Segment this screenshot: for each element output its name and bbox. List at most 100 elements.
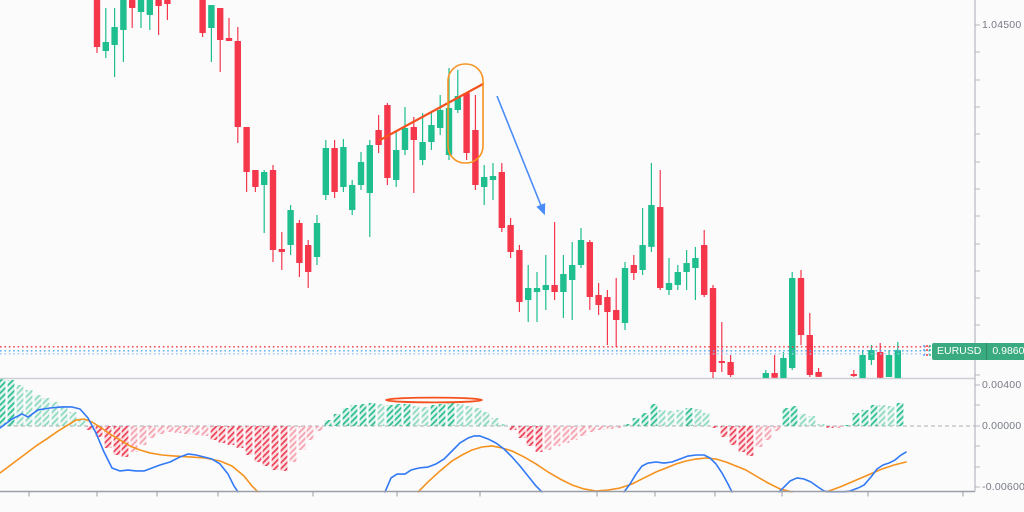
capsule-annotation[interactable] bbox=[447, 63, 484, 164]
hist-bar bbox=[60, 406, 68, 426]
candle-body bbox=[683, 263, 690, 273]
hist-bar bbox=[597, 426, 605, 431]
candle-body bbox=[164, 0, 171, 4]
candle-body bbox=[815, 372, 822, 377]
bottom-gutter bbox=[0, 492, 1024, 512]
hist-bar bbox=[887, 406, 895, 426]
hist-bar bbox=[192, 426, 200, 435]
hist-bar bbox=[271, 426, 279, 471]
candle-body bbox=[621, 267, 629, 323]
candle-body bbox=[604, 297, 611, 313]
candle-body bbox=[340, 147, 347, 188]
hist-bar bbox=[403, 403, 411, 426]
hist-bar bbox=[78, 420, 86, 426]
hist-bar bbox=[632, 417, 640, 426]
hist-bar bbox=[623, 424, 631, 426]
candle-body bbox=[445, 108, 453, 155]
candle-body bbox=[93, 0, 101, 47]
candle-body bbox=[665, 283, 673, 290]
candle-body bbox=[525, 288, 532, 301]
hist-bar bbox=[535, 426, 543, 453]
indicator-axis-label-top[interactable]: 0.00400 bbox=[982, 379, 1022, 391]
candle-body bbox=[595, 295, 602, 306]
hist-bar bbox=[650, 403, 658, 426]
candle-body bbox=[366, 144, 373, 193]
candle-body bbox=[657, 207, 664, 289]
candle-body bbox=[225, 37, 233, 41]
candle-body bbox=[630, 265, 637, 274]
candle-body bbox=[771, 373, 778, 378]
hist-bar bbox=[641, 413, 649, 426]
hist-bar bbox=[808, 416, 816, 426]
hist-bar bbox=[588, 426, 596, 432]
hist-bar bbox=[386, 405, 394, 426]
hist-bar bbox=[227, 426, 235, 446]
hist-bar bbox=[755, 426, 763, 447]
candle-body bbox=[261, 172, 268, 186]
hist-bar bbox=[834, 426, 842, 428]
hist-bar bbox=[315, 426, 323, 432]
candle-body bbox=[551, 284, 558, 292]
hist-bar bbox=[0, 377, 6, 426]
candle-body bbox=[199, 0, 206, 33]
hist-bar bbox=[861, 409, 869, 426]
candle-body bbox=[507, 225, 514, 252]
candle-body bbox=[437, 109, 444, 128]
hist-bar bbox=[579, 426, 587, 436]
candle-body bbox=[278, 249, 285, 253]
candle-body bbox=[401, 128, 409, 151]
candle-body bbox=[305, 244, 312, 272]
hist-bar bbox=[324, 420, 332, 426]
hist-bar bbox=[773, 426, 781, 432]
candle-body bbox=[586, 242, 593, 297]
hist-bar bbox=[236, 426, 244, 449]
indicator-axis-label-zero[interactable]: 0.00000 bbox=[982, 420, 1022, 432]
trendline-annotation[interactable] bbox=[378, 82, 485, 142]
hist-bar bbox=[174, 426, 182, 433]
candle-body bbox=[498, 172, 505, 229]
candle-body bbox=[129, 0, 136, 8]
hist-bar bbox=[306, 426, 314, 440]
hist-bar bbox=[183, 426, 191, 435]
oscillator-signal-line bbox=[825, 461, 907, 493]
candle-body bbox=[613, 309, 620, 320]
oscillator-main-line bbox=[0, 406, 239, 493]
hist-bar bbox=[16, 384, 24, 426]
hist-bar bbox=[201, 426, 209, 436]
candle-body bbox=[313, 223, 321, 258]
candle-body bbox=[384, 105, 391, 179]
hist-bar bbox=[764, 426, 772, 440]
candle-body bbox=[463, 92, 470, 153]
candle-body bbox=[701, 244, 708, 295]
candle-body bbox=[577, 240, 585, 266]
hist-bar bbox=[139, 426, 147, 446]
hist-bar bbox=[298, 426, 306, 450]
hist-bar bbox=[7, 380, 15, 426]
hist-bar bbox=[799, 413, 807, 426]
candle-body bbox=[472, 130, 479, 186]
candle-body bbox=[894, 350, 901, 379]
candle-body bbox=[674, 272, 681, 286]
candle-body bbox=[322, 148, 329, 196]
price-axis-label[interactable]: 1.04500 bbox=[982, 19, 1022, 31]
hist-bar bbox=[878, 405, 886, 426]
hist-bar bbox=[333, 413, 341, 426]
hist-bar bbox=[421, 406, 429, 426]
oval-annotation[interactable] bbox=[385, 396, 483, 404]
hist-bar bbox=[438, 403, 446, 426]
indicator-axis-label-bottom[interactable]: -0.00600 bbox=[982, 481, 1024, 493]
hist-bar bbox=[702, 413, 710, 426]
hist-bar bbox=[711, 426, 719, 428]
candle-body bbox=[648, 205, 655, 247]
arrow-annotation[interactable] bbox=[496, 95, 546, 216]
candle-body bbox=[243, 126, 250, 172]
hist-bar bbox=[166, 426, 174, 432]
last-price-badge[interactable]: EURUSD 0.98605 bbox=[932, 343, 1024, 360]
candle-body bbox=[727, 361, 734, 375]
candle-body bbox=[102, 42, 109, 51]
hist-bar bbox=[553, 426, 561, 446]
hist-bar bbox=[870, 405, 878, 426]
hist-bar bbox=[790, 406, 798, 426]
